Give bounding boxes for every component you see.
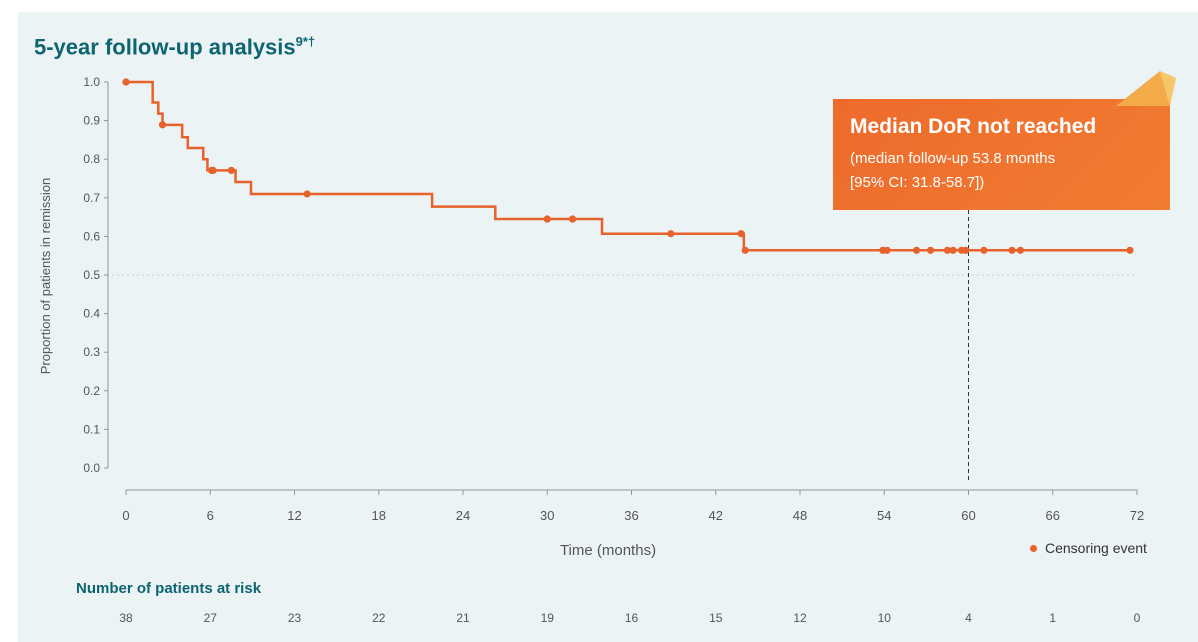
censoring-marker-icon (1030, 544, 1037, 552)
y-tick-label: 0.6 (83, 229, 100, 243)
title-superscript: 9*† (295, 34, 316, 49)
chart-title: 5-year follow-up analysis9*† (34, 34, 316, 60)
censoring-event-point (949, 246, 957, 254)
callout-headline: Median DoR not reached (850, 115, 1097, 138)
risk-count: 1 (1049, 611, 1057, 625)
y-axis-label: Proportion of patients in remission (38, 178, 53, 375)
censoring-event-point (303, 190, 311, 198)
censoring-event-point (1126, 246, 1134, 254)
x-tick-label: 12 (287, 508, 301, 523)
x-tick-label: 30 (540, 508, 554, 523)
censoring-event-point (667, 230, 675, 238)
censoring-event-point (1016, 246, 1025, 254)
censoring-event-point (543, 215, 551, 223)
risk-count: 27 (203, 611, 217, 625)
x-axis-label: Time (months) (560, 542, 656, 559)
censoring-event-point (209, 166, 217, 174)
callout-ci: [95% CI: 31.8-58.7]) (850, 174, 985, 191)
km-step-curve (126, 80, 1130, 252)
x-tick-label: 54 (877, 508, 891, 523)
censoring-event-point (741, 246, 749, 254)
y-tick-label: 0.2 (83, 384, 100, 398)
y-tick-label: 1.0 (83, 75, 100, 89)
x-tick-label: 42 (709, 508, 723, 523)
risk-count: 21 (456, 611, 470, 625)
y-tick-label: 0.7 (83, 191, 100, 205)
censoring-event-point (943, 246, 952, 254)
x-tick-label: 60 (961, 508, 975, 523)
y-tick-label: 0.0 (83, 461, 100, 475)
x-tick-label: 18 (372, 508, 386, 523)
x-tick-label: 48 (793, 508, 807, 523)
risk-count: 16 (624, 611, 639, 625)
risk-count: 23 (287, 611, 302, 625)
x-tick-label: 36 (624, 508, 638, 523)
censoring-event-point (962, 246, 970, 254)
median-dor-callout: Median DoR not reached (median follow-up… (833, 99, 1170, 210)
risk-count: 4 (965, 611, 972, 625)
risk-count: 15 (709, 611, 723, 625)
callout-followup: (median follow-up 53.8 months (850, 150, 1056, 167)
risk-count: 19 (540, 611, 554, 625)
y-tick-label: 0.5 (83, 268, 100, 282)
risk-table-title: Number of patients at risk (76, 580, 262, 597)
x-tick-label: 0 (122, 508, 129, 523)
censoring-event-point (980, 246, 988, 254)
x-tick-label: 72 (1130, 508, 1144, 523)
x-tick-label: 24 (456, 508, 470, 523)
censoring-event-point (926, 246, 935, 254)
risk-count: 38 (119, 611, 133, 625)
risk-count: 22 (372, 611, 386, 625)
x-tick-label: 6 (207, 508, 214, 523)
y-tick-label: 0.1 (83, 422, 100, 436)
censoring-event-point (912, 246, 921, 254)
censoring-event-point (1008, 246, 1016, 254)
x-tick-label: 66 (1046, 508, 1060, 523)
censoring-event-point (883, 246, 891, 254)
legend: Censoring event (1030, 540, 1147, 556)
y-tick-label: 0.9 (83, 114, 100, 128)
risk-count: 10 (877, 611, 891, 625)
y-tick-label: 0.3 (83, 345, 100, 359)
risk-count: 0 (1133, 611, 1141, 625)
censoring-event-point (158, 121, 167, 129)
y-tick-label: 0.8 (83, 152, 100, 166)
risk-count: 12 (793, 611, 807, 625)
censoring-event-point (737, 230, 745, 238)
y-tick-label: 0.4 (83, 307, 100, 321)
censoring-event-point (227, 166, 235, 174)
censoring-event-point (568, 215, 577, 223)
legend-label: Censoring event (1045, 540, 1147, 556)
censoring-event-point (122, 78, 130, 86)
